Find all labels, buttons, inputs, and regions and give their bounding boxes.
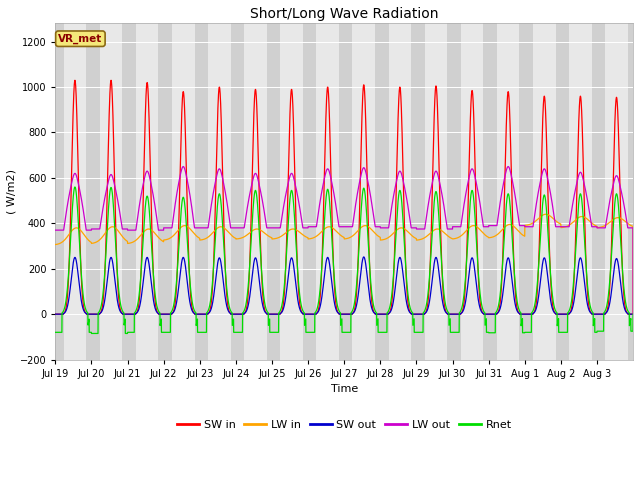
Rnet [71, 184, 79, 190]
X-axis label: Time: Time [331, 384, 358, 394]
SW in [503, 105, 511, 110]
Bar [50, 24, 63, 360]
SW out [360, 254, 367, 260]
Bar [520, 24, 533, 360]
LW in [547, 213, 554, 219]
Bar [592, 24, 605, 360]
LW in [503, 223, 511, 228]
SW in [629, 311, 637, 317]
Bar [230, 24, 244, 360]
LW in [366, 225, 374, 231]
LW in [542, 211, 550, 217]
Bar [195, 24, 208, 360]
Bar [375, 24, 388, 360]
Bar [339, 24, 353, 360]
SW in [531, 306, 539, 312]
Rnet [397, 192, 404, 197]
Line: Rnet: Rnet [56, 187, 633, 334]
SW in [71, 77, 79, 83]
LW in [52, 242, 60, 248]
LW out [397, 169, 404, 175]
Rnet [532, 299, 540, 304]
SW in [547, 266, 554, 272]
SW out [366, 296, 374, 301]
LW out [629, 311, 637, 317]
LW out [52, 227, 60, 233]
Bar [483, 24, 497, 360]
Rnet [366, 269, 374, 275]
Line: LW out: LW out [56, 167, 633, 314]
Rnet [503, 195, 511, 201]
SW out [503, 258, 511, 264]
LW out [503, 166, 511, 172]
Legend: SW in, LW in, SW out, LW out, Rnet: SW in, LW in, SW out, LW out, Rnet [172, 416, 516, 434]
LW out [172, 202, 179, 207]
Bar [303, 24, 316, 360]
Text: VR_met: VR_met [58, 34, 102, 44]
SW out [172, 306, 179, 312]
LW out [504, 164, 512, 169]
LW in [172, 231, 179, 237]
Bar [267, 24, 280, 360]
Bar [159, 24, 172, 360]
Title: Short/Long Wave Radiation: Short/Long Wave Radiation [250, 7, 438, 21]
Bar [628, 24, 640, 360]
Rnet [52, 329, 60, 335]
Rnet [172, 291, 179, 297]
SW out [52, 311, 60, 317]
Bar [122, 24, 136, 360]
Y-axis label: ( W/m2): ( W/m2) [7, 169, 17, 214]
SW out [547, 295, 554, 300]
SW out [397, 256, 404, 262]
SW out [531, 308, 539, 314]
LW out [531, 208, 539, 214]
Bar [556, 24, 569, 360]
Bar [447, 24, 461, 360]
Line: SW out: SW out [56, 257, 633, 314]
Line: SW in: SW in [56, 80, 633, 314]
Rnet [88, 331, 95, 336]
LW in [397, 225, 404, 231]
LW in [629, 311, 637, 317]
SW in [52, 311, 60, 317]
Rnet [547, 268, 554, 274]
Rnet [629, 311, 637, 317]
Bar [86, 24, 100, 360]
LW out [547, 189, 554, 194]
SW in [366, 269, 374, 275]
Line: LW in: LW in [56, 214, 633, 314]
LW out [366, 188, 374, 194]
LW in [531, 218, 539, 224]
SW in [397, 94, 404, 99]
SW out [629, 311, 637, 317]
SW in [172, 299, 179, 305]
Bar [411, 24, 425, 360]
